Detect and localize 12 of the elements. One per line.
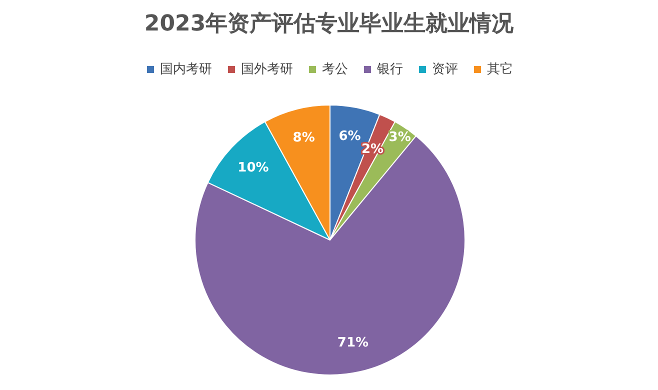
legend-label: 国内考研 xyxy=(160,62,212,77)
legend-label: 银行 xyxy=(376,62,403,77)
data-label: 6% xyxy=(338,129,361,144)
legend-label: 资评 xyxy=(432,62,458,77)
legend-label: 国外考研 xyxy=(241,62,293,77)
data-label: 71% xyxy=(337,335,369,350)
data-label: 10% xyxy=(238,160,269,176)
legend-label: 考公 xyxy=(322,62,348,77)
data-label: 3% xyxy=(388,130,411,145)
chart-title: 2023年资产评估专业毕业生就业情况 xyxy=(144,10,515,36)
data-label: 8% xyxy=(292,130,315,146)
legend-label: 其它 xyxy=(487,61,513,77)
